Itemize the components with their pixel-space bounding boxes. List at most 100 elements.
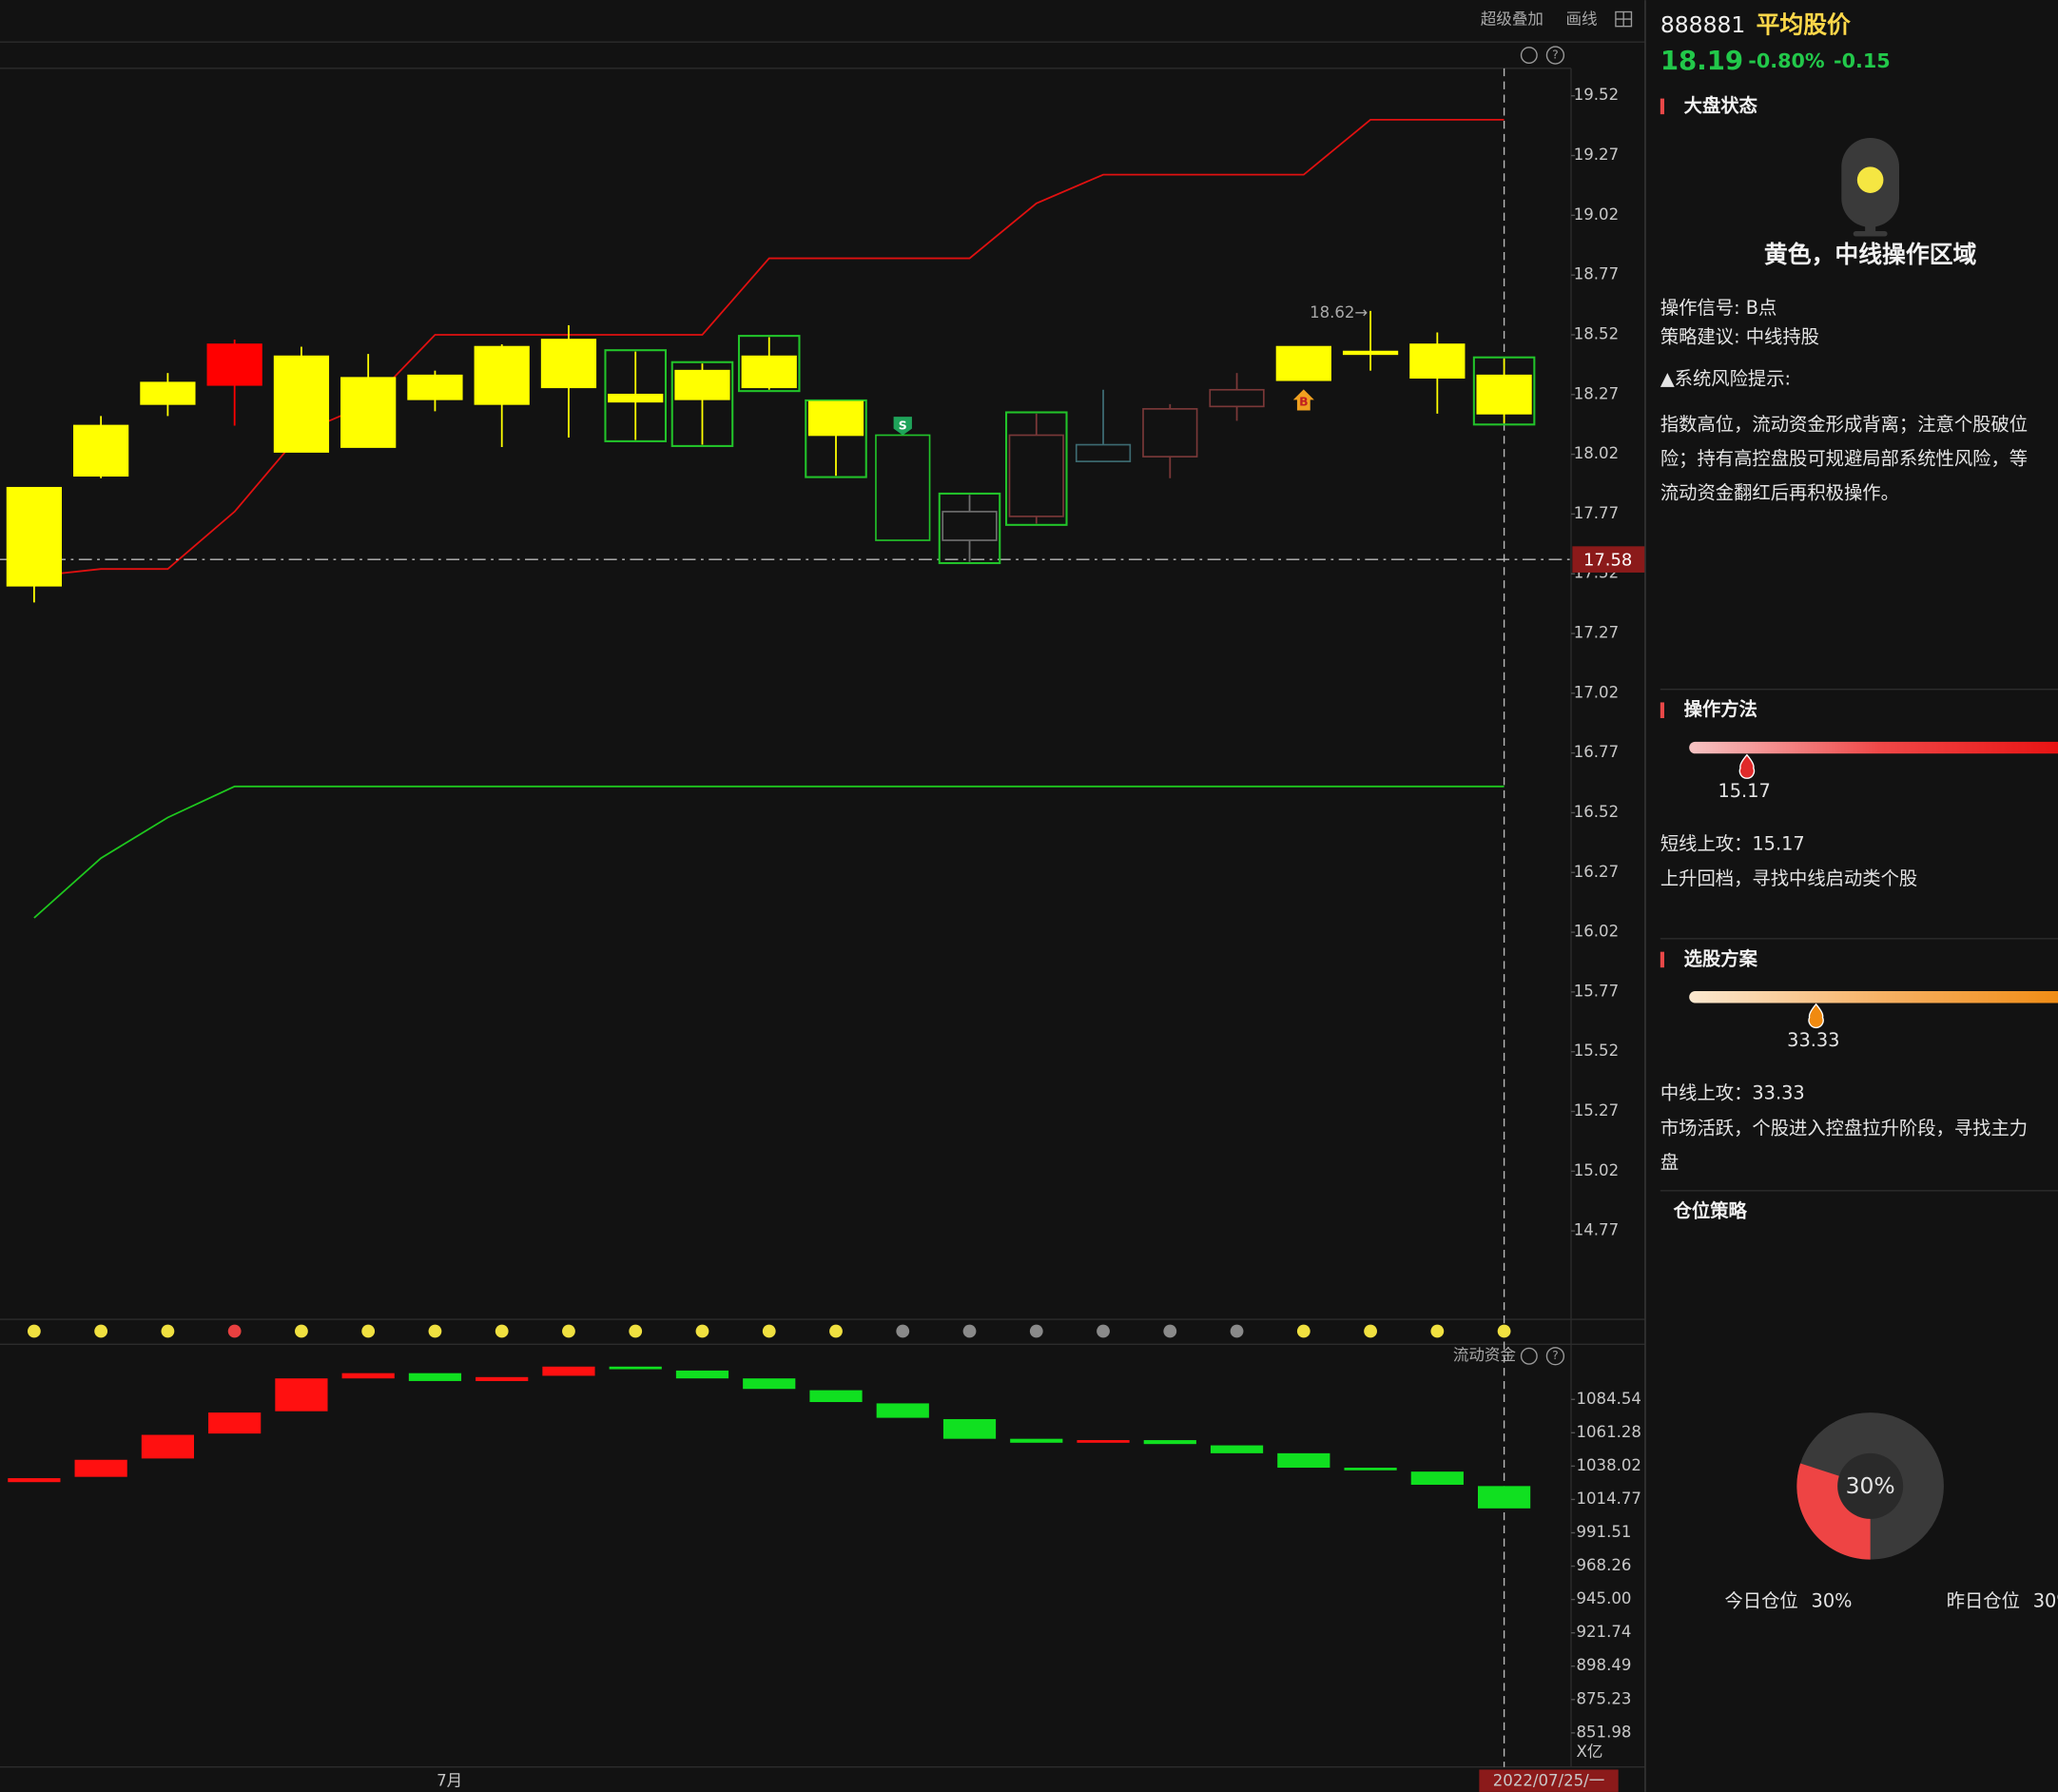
signal-dot (1430, 1324, 1445, 1338)
signal-frame (1004, 411, 1068, 526)
risk-text: 险；持有高控盘股可规避局部系统性风险，等 (1660, 448, 2028, 470)
candle-body (140, 381, 196, 405)
annotation: 18.62→ (1310, 303, 1368, 321)
y-tick-label: 16.77 (1574, 743, 1619, 761)
candle-body (1409, 343, 1466, 380)
donut-label: 30% (1846, 1472, 1895, 1499)
method-value: 短线上攻：15.17 (1660, 832, 1805, 854)
y-tick-label: 18.77 (1574, 265, 1619, 283)
label: 中线上攻： (1660, 1081, 1753, 1103)
signal-dot (695, 1324, 709, 1338)
flow-bar (675, 1370, 729, 1379)
flow-bar (542, 1366, 595, 1376)
help-icon[interactable]: ? (1552, 48, 1559, 62)
y-tick-label: 1014.77 (1577, 1490, 1641, 1508)
change-percent: -0.80% (1748, 49, 1825, 72)
y-tick-label: 16.52 (1574, 803, 1619, 821)
flow-bar (341, 1373, 395, 1379)
x-tick-label: 7月 (437, 1771, 462, 1789)
band-line (33, 785, 1505, 919)
y-tick-label: 921.74 (1577, 1623, 1632, 1641)
selection-desc: 市场活跃，个股进入控盘拉升阶段，寻找主力 (1660, 1117, 2028, 1139)
signal-dot (1497, 1324, 1511, 1338)
slider-value: 15.17 (1718, 780, 1770, 802)
signal-dot (829, 1324, 843, 1338)
position-label: 今日仓位 (1724, 1589, 1797, 1611)
signal-badge (893, 417, 912, 436)
y-tick-label: 17.77 (1574, 504, 1619, 522)
flow-bar (1477, 1486, 1531, 1509)
slider-marker (1738, 753, 1756, 779)
y-tick-label: 19.27 (1574, 146, 1619, 164)
y-tick-label: 1084.54 (1577, 1390, 1641, 1408)
label: 短线上攻： (1660, 832, 1753, 854)
price-tag (1572, 546, 1645, 573)
signal-dot (1296, 1324, 1311, 1338)
y-tick-label: 991.51 (1577, 1523, 1632, 1541)
flow-bar (1344, 1468, 1397, 1471)
candle-body (608, 393, 664, 403)
candle-body (6, 486, 63, 587)
y-tick-label: 15.52 (1574, 1042, 1619, 1060)
flow-bar (609, 1366, 662, 1370)
signal-dot (1230, 1324, 1244, 1338)
stock-name: 平均股价 (1757, 11, 1851, 39)
y-tick-label: 15.77 (1574, 982, 1619, 1000)
position-value: 30% (1812, 1589, 1853, 1611)
y-tick-label: 17.02 (1574, 683, 1619, 701)
slider-track (1689, 741, 2058, 754)
toolbar-button[interactable]: 画线 (1565, 10, 1597, 28)
y-tick-label: 16.27 (1574, 863, 1619, 881)
market-status: 黄色，中线操作区域 (1764, 241, 1977, 268)
section-title: 操作方法 (1684, 698, 1757, 720)
signal-dot (295, 1324, 308, 1338)
flow-bar (408, 1373, 462, 1381)
layout-icon[interactable] (1615, 10, 1633, 28)
candle-body (340, 377, 397, 448)
y-tick-label: 17.27 (1574, 624, 1619, 642)
flow-bar (809, 1390, 863, 1403)
signal-dot (495, 1324, 509, 1338)
stock-code: 888881 (1660, 11, 1746, 38)
signal-dot (562, 1324, 575, 1338)
signal-dot (896, 1324, 910, 1338)
signal-dot (1097, 1324, 1110, 1338)
flow-bar (8, 1478, 61, 1483)
advice: 策略建议: 中线持股 (1660, 325, 1819, 347)
signal-badge (1292, 389, 1314, 411)
candle-body (1209, 388, 1265, 408)
y-tick-label: 18.52 (1574, 324, 1619, 342)
signal-dot (1163, 1324, 1177, 1338)
candle-body (875, 434, 931, 541)
signal-dot (1364, 1324, 1377, 1338)
section-title: 大盘状态 (1684, 94, 1758, 116)
flow-bar (942, 1418, 997, 1439)
slider-value: 33.33 (1787, 1029, 1839, 1051)
y-tick-label: 18.27 (1574, 384, 1619, 402)
candle-body (540, 339, 597, 389)
slider-track (1689, 991, 2058, 1003)
flow-bar (275, 1378, 328, 1412)
risk-text: 流动资金翻红后再积极操作。 (1660, 481, 1899, 503)
signal-frame (670, 360, 734, 447)
help-icon[interactable]: ? (1552, 1348, 1559, 1362)
slider-marker (1808, 1003, 1824, 1029)
signal-frame (938, 492, 1001, 565)
settings-icons[interactable] (1520, 46, 1565, 1366)
signal-dot (1029, 1324, 1043, 1338)
y-tick-label: 18.02 (1574, 444, 1619, 462)
selection-value: 中线上攻：33.33 (1660, 1081, 1805, 1103)
risk-title: ▲系统风险提示: (1660, 367, 1791, 389)
y-tick-label: 1038.02 (1577, 1456, 1641, 1474)
toolbar-button[interactable]: 超级叠加 (1481, 10, 1544, 28)
candle-body (741, 355, 797, 389)
candle-body (942, 511, 998, 541)
signal: 操作信号: B点 (1660, 297, 1776, 319)
candle-body (807, 400, 864, 437)
signal-dot (27, 1324, 41, 1338)
flow-bar (74, 1459, 127, 1477)
y-tick-label: 968.26 (1577, 1556, 1632, 1574)
